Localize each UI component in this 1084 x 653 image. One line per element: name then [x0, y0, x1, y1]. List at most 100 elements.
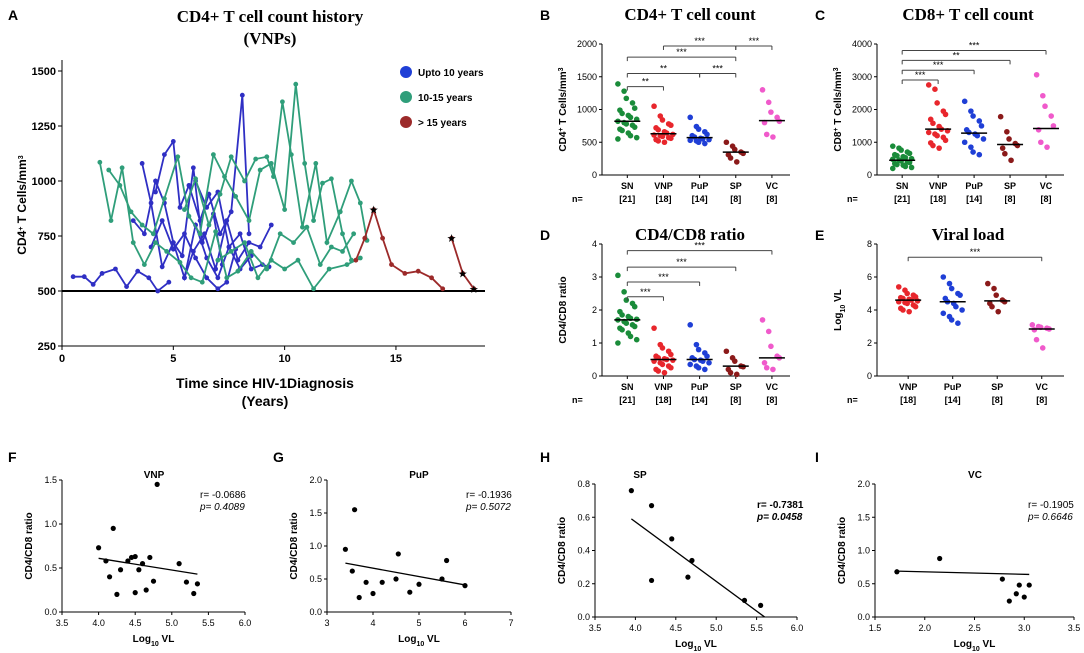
- data-point: [246, 231, 252, 237]
- data-point: [162, 152, 167, 158]
- data-point: [759, 317, 766, 323]
- n-label: n=: [847, 194, 858, 204]
- data-point: [328, 244, 334, 250]
- group-size: [18]: [655, 395, 671, 405]
- data-point: [179, 253, 185, 259]
- data-point: [976, 118, 983, 124]
- data-point: [363, 579, 369, 585]
- x-tick-label: 10: [279, 353, 291, 365]
- group-size: [8]: [1041, 194, 1052, 204]
- data-point: [217, 191, 223, 197]
- significance-label: ***: [694, 36, 705, 46]
- data-point: [242, 178, 247, 184]
- data-point: [623, 95, 630, 102]
- data-point: [948, 285, 955, 292]
- data-point: [136, 567, 142, 573]
- y-tick-label: 0: [592, 371, 597, 381]
- data-point: [188, 275, 194, 281]
- data-point: [906, 159, 913, 166]
- data-point: [961, 139, 968, 146]
- data-point: [999, 145, 1006, 151]
- data-point: [687, 114, 694, 121]
- y-tick-label: 0.0: [857, 612, 870, 622]
- text-fragment: VL: [424, 634, 440, 645]
- data-point: [942, 137, 949, 144]
- data-point: [429, 275, 434, 281]
- data-point: [337, 209, 343, 215]
- panel-label: G: [273, 449, 284, 465]
- y-tick-label: 2: [867, 338, 872, 348]
- data-point: [668, 135, 674, 142]
- data-point: [906, 150, 913, 157]
- data-point: [280, 99, 285, 105]
- category-label: VC: [766, 181, 779, 191]
- data-point: [326, 266, 332, 272]
- data-point: [182, 231, 187, 237]
- data-point: [1006, 598, 1012, 604]
- data-point: [202, 231, 207, 237]
- data-point: [651, 325, 657, 331]
- data-point: [695, 139, 702, 146]
- y-axis-label: CD4/CD8 ratio: [558, 276, 569, 343]
- data-point: [143, 587, 149, 593]
- data-point: [170, 139, 176, 144]
- text-fragment: +: [833, 127, 840, 131]
- group-size: [8]: [1005, 194, 1016, 204]
- significance-label: ***: [969, 41, 980, 51]
- data-point: [930, 142, 936, 149]
- data-point: [948, 317, 955, 323]
- text-fragment: Log: [833, 313, 844, 331]
- category-label: VNP: [654, 382, 673, 392]
- chart-title: CD4+ T cell count history: [177, 7, 364, 26]
- category-label: VC: [1035, 382, 1048, 392]
- category-label: SP: [991, 382, 1003, 392]
- data-point: [629, 100, 636, 106]
- data-point: [974, 132, 981, 139]
- data-point: [615, 136, 621, 142]
- y-tick-label: 1500: [32, 66, 56, 78]
- y-axis-label: CD4/CD8 ratio: [289, 512, 300, 579]
- data-point: [942, 111, 949, 118]
- x-tick-label: 6.0: [791, 623, 804, 633]
- data-point: [765, 99, 772, 106]
- significance-label: ***: [676, 47, 687, 57]
- data-point: [235, 268, 241, 274]
- x-tick-label: 4.5: [670, 623, 683, 633]
- data-point: [70, 274, 76, 280]
- y-axis-title: CD4/CD8 ratio: [558, 276, 569, 343]
- data-point: [311, 218, 316, 224]
- significance-label: ***: [694, 241, 705, 251]
- x-tick-label: 4: [370, 618, 375, 628]
- data-point: [108, 218, 114, 224]
- data-point: [132, 553, 138, 560]
- significance-label: **: [642, 77, 650, 87]
- data-point: [695, 364, 702, 371]
- group-size: [14]: [945, 395, 961, 405]
- significance-label: ***: [640, 287, 651, 297]
- group-size: [8]: [730, 194, 741, 204]
- legend-marker: [400, 116, 412, 128]
- data-point: [619, 312, 625, 318]
- data-point: [356, 594, 362, 601]
- category-label: SP: [730, 181, 742, 191]
- series-line: [73, 267, 170, 293]
- data-point: [687, 322, 694, 328]
- data-point: [995, 308, 1002, 315]
- data-point: [215, 275, 221, 281]
- data-point: [1026, 582, 1032, 588]
- data-point: [128, 209, 134, 215]
- data-point: [936, 145, 942, 151]
- group-size: [18]: [930, 194, 946, 204]
- data-point: [90, 282, 96, 287]
- y-tick-label: 0.8: [577, 479, 590, 489]
- data-point: [695, 126, 702, 132]
- data-point: [194, 581, 201, 587]
- data-point: [282, 207, 288, 213]
- data-point: [191, 590, 197, 597]
- data-point: [615, 81, 621, 87]
- text-fragment: Log: [675, 639, 693, 650]
- data-point: [175, 154, 181, 160]
- text-fragment: 10: [151, 641, 159, 648]
- data-point: [623, 297, 630, 303]
